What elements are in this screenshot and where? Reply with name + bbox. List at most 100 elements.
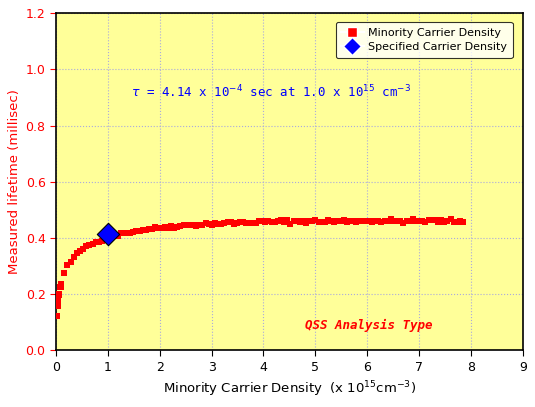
Legend: Minority Carrier Density, Specified Carrier Density: Minority Carrier Density, Specified Carr… — [336, 22, 513, 58]
Point — [270, 219, 279, 225]
Point — [142, 227, 150, 233]
Point — [437, 217, 445, 223]
Point — [277, 217, 285, 224]
Point — [427, 217, 436, 224]
Point — [299, 218, 307, 225]
Point — [52, 313, 61, 319]
Point — [98, 237, 106, 244]
Point — [54, 303, 62, 309]
Point — [418, 218, 426, 224]
Point — [440, 219, 448, 225]
X-axis label: Minority Carrier Density  (x 10$^{15}$cm$^{-3}$): Minority Carrier Density (x 10$^{15}$cm$… — [163, 379, 416, 399]
Point — [340, 217, 348, 223]
Point — [459, 219, 468, 225]
Point — [103, 231, 112, 237]
Point — [192, 223, 201, 229]
Point — [220, 219, 228, 226]
Point — [201, 220, 210, 227]
Point — [139, 226, 147, 233]
Point — [434, 219, 442, 225]
Point — [456, 218, 464, 225]
Point — [317, 219, 326, 225]
Point — [406, 218, 414, 224]
Point — [157, 225, 166, 232]
Point — [245, 219, 254, 226]
Point — [264, 218, 273, 224]
Point — [132, 228, 141, 234]
Point — [295, 219, 304, 225]
Point — [261, 219, 270, 225]
Point — [409, 216, 417, 222]
Point — [377, 219, 386, 225]
Point — [380, 218, 389, 224]
Point — [333, 217, 342, 224]
Point — [113, 232, 122, 239]
Point — [239, 219, 248, 225]
Point — [330, 218, 339, 225]
Point — [164, 225, 172, 231]
Point — [154, 225, 163, 231]
Text: QSS Analysis Type: QSS Analysis Type — [305, 319, 432, 332]
Point — [79, 246, 87, 252]
Point — [308, 218, 317, 224]
Point — [315, 219, 323, 225]
Point — [242, 220, 251, 226]
Point — [54, 299, 63, 305]
Point — [170, 225, 179, 231]
Point — [352, 219, 361, 225]
Point — [424, 217, 433, 223]
Point — [73, 249, 81, 256]
Point — [362, 218, 370, 224]
Point — [251, 220, 260, 227]
Point — [117, 230, 125, 236]
Point — [389, 218, 398, 224]
Point — [384, 217, 392, 224]
Point — [283, 217, 292, 223]
Point — [415, 218, 423, 224]
Point — [179, 222, 188, 228]
Point — [56, 284, 64, 290]
Point — [60, 269, 68, 276]
Point — [189, 222, 197, 228]
Point — [280, 219, 288, 225]
Point — [55, 292, 63, 299]
Point — [387, 216, 395, 223]
Point — [75, 247, 84, 254]
Point — [167, 223, 175, 230]
Point — [230, 221, 238, 227]
Point — [66, 258, 75, 265]
Point — [449, 219, 458, 225]
Point — [364, 218, 373, 224]
Point — [204, 221, 213, 227]
Point — [233, 220, 241, 226]
Point — [402, 218, 411, 224]
Point — [88, 241, 97, 247]
Point — [54, 298, 62, 305]
Point — [268, 218, 276, 225]
Point — [443, 217, 452, 224]
Point — [85, 242, 94, 249]
Point — [173, 224, 181, 230]
Point — [104, 235, 112, 241]
Point — [151, 223, 159, 230]
Point — [236, 219, 244, 226]
Point — [82, 243, 90, 249]
Point — [126, 230, 134, 236]
Point — [368, 219, 376, 225]
Point — [57, 281, 65, 287]
Point — [324, 217, 332, 223]
Point — [70, 254, 78, 261]
Point — [273, 218, 282, 225]
Point — [135, 228, 144, 234]
Point — [355, 217, 364, 224]
Point — [396, 218, 404, 224]
Point — [286, 221, 295, 227]
Point — [120, 230, 128, 236]
Point — [446, 216, 455, 223]
Point — [57, 280, 65, 287]
Point — [393, 217, 401, 224]
Point — [55, 290, 64, 297]
Point — [95, 239, 103, 245]
Point — [145, 226, 154, 232]
Point — [226, 219, 235, 225]
